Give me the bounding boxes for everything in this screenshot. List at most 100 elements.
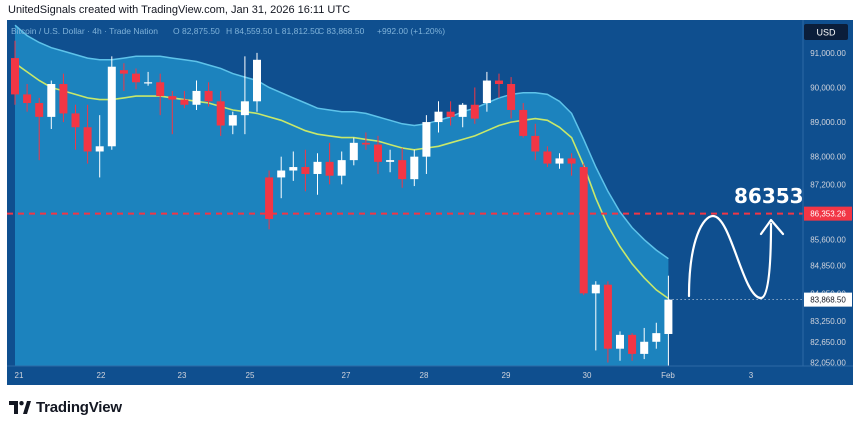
- candle-body: [240, 101, 249, 116]
- candle-body: [35, 103, 44, 117]
- price-tick-label: 83,250.00: [810, 317, 846, 326]
- time-tick-label: Feb: [661, 371, 675, 380]
- candle-body: [144, 82, 153, 84]
- candle-body: [301, 167, 310, 174]
- candle-body: [628, 334, 637, 354]
- chart-panel[interactable]: 91,000.00 90,000.00 89,000.00 88,000.00 87,2…: [7, 20, 853, 385]
- band-area: [15, 25, 669, 366]
- price-tick-label: 87,200.00: [810, 180, 846, 189]
- candle-body: [482, 80, 491, 104]
- candle-body: [446, 111, 455, 117]
- tradingview-logo[interactable]: TradingView: [9, 398, 122, 416]
- candle-body: [119, 70, 128, 74]
- candle-body: [640, 341, 649, 354]
- candle-body: [616, 334, 624, 349]
- candle-body: [374, 144, 382, 162]
- projection-arrow: [687, 214, 773, 300]
- price-tick-label: 85,600.00: [810, 236, 846, 245]
- time-tick-label: 25: [246, 371, 255, 380]
- currency-badge[interactable]: [804, 24, 848, 40]
- price-tick-label: 91,000.00: [810, 49, 846, 58]
- candle-body: [253, 59, 261, 102]
- candle-body: [23, 94, 32, 104]
- time-tick-label: 21: [15, 371, 24, 380]
- candle-body: [47, 84, 56, 117]
- legend-symbol: Bitcoin / U.S. Dollar · 4h · Trade Natio…: [11, 26, 158, 36]
- candle-body: [71, 113, 80, 128]
- candle-body: [59, 84, 68, 114]
- candle-body: [132, 73, 140, 83]
- price-chart[interactable]: 91,000.00 90,000.00 89,000.00 88,000.00 87,2…: [7, 20, 853, 385]
- candle-body: [579, 167, 588, 294]
- band-edge-line: [14, 24, 669, 260]
- legend-high: H 84,559.50: [226, 26, 273, 36]
- target-price-tag: [804, 206, 852, 221]
- time-tick-label: 28: [420, 371, 429, 380]
- candle-body: [603, 284, 612, 349]
- target-price-tag-label: 86,353.26: [810, 210, 846, 219]
- candle-body: [591, 284, 600, 294]
- time-tick-label: 22: [97, 371, 106, 380]
- candle-body: [652, 333, 661, 342]
- candle-body: [386, 160, 395, 162]
- time-tick-label: 23: [178, 371, 187, 380]
- price-tick-label: 82,650.00: [810, 338, 846, 347]
- candle-body: [555, 158, 564, 164]
- candle-body: [543, 151, 552, 164]
- tradingview-logo-text: TradingView: [36, 398, 122, 416]
- candle-body: [216, 101, 225, 126]
- candle-body: [277, 170, 286, 178]
- candle-body: [289, 167, 298, 171]
- candle-body: [664, 299, 673, 334]
- candle-body: [95, 146, 104, 152]
- candle-body: [495, 80, 503, 85]
- price-tick-label: 89,000.00: [810, 118, 846, 127]
- candle-body: [434, 111, 443, 123]
- candle-body: [349, 142, 358, 161]
- target-annotation-text: 86353: [734, 184, 804, 208]
- candle-body: [192, 90, 201, 105]
- candle-body: [168, 96, 177, 100]
- candle-body: [83, 127, 92, 152]
- candle-body: [361, 142, 370, 145]
- candle-body: [265, 177, 274, 219]
- legend-low: L 81,812.50: [275, 26, 320, 36]
- candle-body: [458, 104, 467, 117]
- moving-average-line: [14, 62, 669, 300]
- candle-body: [422, 122, 431, 157]
- band-layer: [14, 24, 669, 366]
- price-tick-label: 84,850.00: [810, 262, 846, 271]
- time-tick-label: 3: [749, 371, 754, 380]
- candle-body: [507, 84, 516, 110]
- candle-body: [519, 109, 528, 136]
- candle-body: [398, 160, 407, 180]
- legend-change: +992.00 (+1.20%): [377, 26, 445, 36]
- current-price-tag: [804, 292, 852, 307]
- candle-layer: [11, 40, 673, 371]
- candle-body: [156, 82, 165, 97]
- candle-body: [531, 135, 540, 152]
- legend-open: O 82,875.50: [173, 26, 220, 36]
- candle-body: [567, 158, 576, 164]
- legend-close: C 83,868.50: [318, 26, 365, 36]
- time-tick-label: 30: [583, 371, 592, 380]
- price-tick-label: 82,050.00: [810, 359, 846, 368]
- time-tick-label: 27: [342, 371, 351, 380]
- candle-body: [11, 58, 19, 95]
- candle-body: [107, 66, 116, 147]
- candle-body: [337, 160, 346, 176]
- overlay-layer: [7, 212, 803, 301]
- chart-attribution: UnitedSignals created with TradingView.c…: [8, 4, 351, 16]
- candle-body: [204, 90, 213, 102]
- currency-label: USD: [816, 28, 836, 38]
- candle-body: [180, 99, 189, 105]
- current-price-tag-label: 83,868.50: [810, 296, 846, 305]
- tradingview-logo-icon: [9, 400, 31, 414]
- time-tick-label: 29: [502, 371, 511, 380]
- candle-body: [410, 156, 419, 180]
- price-tick-label: 88,000.00: [810, 153, 846, 162]
- arrow-head-icon: [759, 218, 785, 236]
- time-axis-strip: [7, 366, 853, 385]
- candle-body: [470, 104, 479, 119]
- candle-body: [228, 115, 237, 126]
